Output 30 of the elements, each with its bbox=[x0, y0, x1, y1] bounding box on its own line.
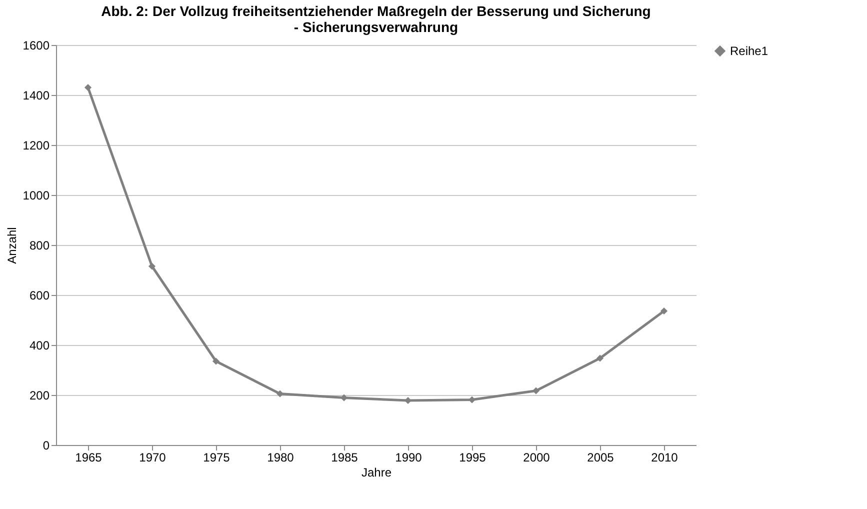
y-tick-label: 600 bbox=[29, 288, 50, 302]
x-tick-label: 2000 bbox=[523, 450, 550, 464]
y-tick-label: 200 bbox=[29, 388, 50, 402]
y-tick-label: 1600 bbox=[22, 38, 50, 52]
x-tick-label: 1980 bbox=[267, 450, 294, 464]
x-axis-title: Jahre bbox=[361, 466, 392, 480]
legend-label: Reihe1 bbox=[730, 44, 768, 58]
point bbox=[148, 262, 156, 270]
point bbox=[660, 307, 668, 315]
x-tick-label: 1995 bbox=[459, 450, 486, 464]
y-tick-label: 0 bbox=[42, 438, 50, 452]
y-axis-title: Anzahl bbox=[4, 227, 19, 264]
x-tick-label: 1990 bbox=[395, 450, 422, 464]
y-tick-label: 1400 bbox=[22, 88, 50, 102]
y-tick-label: 1200 bbox=[22, 138, 50, 152]
y-tick-label: 800 bbox=[29, 238, 50, 252]
y-tick-label: 400 bbox=[29, 338, 50, 352]
point bbox=[212, 358, 220, 365]
x-tick-label: 1970 bbox=[139, 450, 166, 464]
chart-title: Abb. 2: Der Vollzug freiheitsentziehender Maßregeln der Besserung und Sicherung - Sicherungsverwahrung bbox=[101, 3, 651, 35]
point bbox=[276, 390, 284, 398]
point bbox=[596, 354, 604, 362]
x-tick-label: 2005 bbox=[587, 450, 614, 464]
y-tick-label: 1000 bbox=[22, 188, 50, 202]
point bbox=[84, 84, 92, 92]
x-tick-label: 1965 bbox=[75, 450, 102, 464]
x-tick-label: 1975 bbox=[203, 450, 230, 464]
x-tick-label: 1985 bbox=[331, 450, 358, 464]
x-tick-label: 2010 bbox=[651, 450, 678, 464]
point bbox=[532, 387, 540, 394]
